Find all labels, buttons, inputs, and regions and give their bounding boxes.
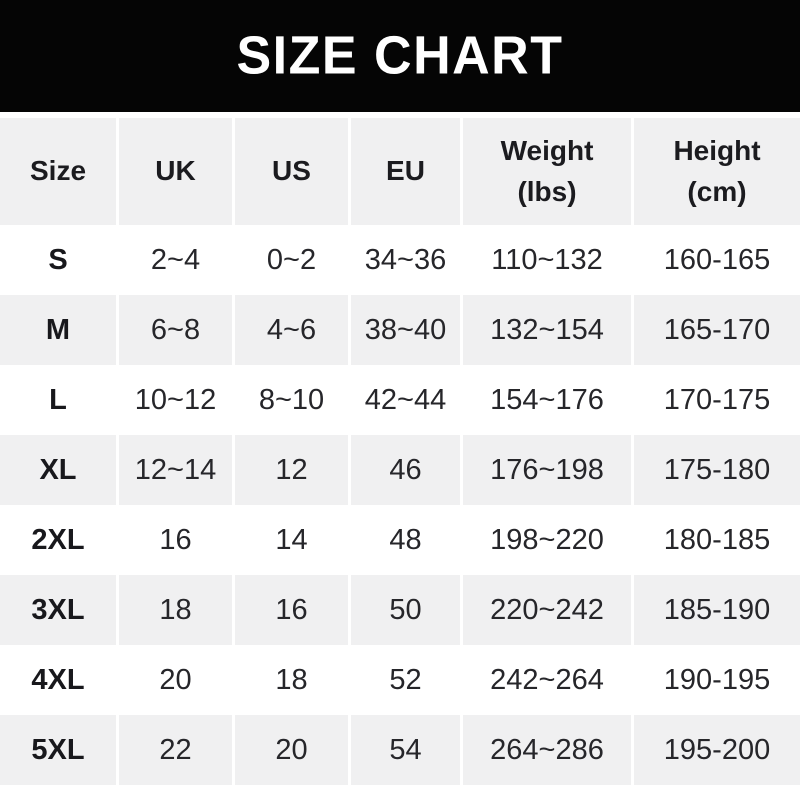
header-eu: EU <box>351 118 460 225</box>
table-row-4xl: 4XL 20 18 52 242~264 190-195 <box>0 645 800 715</box>
us-cell: 20 <box>235 715 348 785</box>
us-cell: 8~10 <box>235 365 348 435</box>
size-cell: 2XL <box>0 505 116 575</box>
table-header-row: Size UK US EU Weight (lbs) Height (cm) <box>0 118 800 225</box>
weight-cell: 264~286 <box>463 715 631 785</box>
uk-cell: 20 <box>119 645 232 715</box>
weight-cell: 110~132 <box>463 225 631 295</box>
eu-cell: 48 <box>351 505 460 575</box>
table-row-2xl: 2XL 16 14 48 198~220 180-185 <box>0 505 800 575</box>
height-cell: 175-180 <box>634 435 800 505</box>
height-cell: 190-195 <box>634 645 800 715</box>
size-cell: XL <box>0 435 116 505</box>
height-cell: 180-185 <box>634 505 800 575</box>
height-cell: 160-165 <box>634 225 800 295</box>
height-cell: 185-190 <box>634 575 800 645</box>
us-cell: 0~2 <box>235 225 348 295</box>
table-row-3xl: 3XL 18 16 50 220~242 185-190 <box>0 575 800 645</box>
uk-cell: 6~8 <box>119 295 232 365</box>
height-cell: 195-200 <box>634 715 800 785</box>
title-banner: SIZE CHART <box>0 0 800 112</box>
header-weight: Weight (lbs) <box>463 118 631 225</box>
us-cell: 4~6 <box>235 295 348 365</box>
table-row-xl: XL 12~14 12 46 176~198 175-180 <box>0 435 800 505</box>
eu-cell: 46 <box>351 435 460 505</box>
weight-cell: 220~242 <box>463 575 631 645</box>
size-cell: S <box>0 225 116 295</box>
size-chart-table: Size UK US EU Weight (lbs) Height (cm) S… <box>0 118 800 785</box>
eu-cell: 34~36 <box>351 225 460 295</box>
table-row-l: L 10~12 8~10 42~44 154~176 170-175 <box>0 365 800 435</box>
size-cell: M <box>0 295 116 365</box>
weight-cell: 132~154 <box>463 295 631 365</box>
height-cell: 170-175 <box>634 365 800 435</box>
eu-cell: 42~44 <box>351 365 460 435</box>
size-cell: 4XL <box>0 645 116 715</box>
us-cell: 18 <box>235 645 348 715</box>
us-cell: 12 <box>235 435 348 505</box>
eu-cell: 38~40 <box>351 295 460 365</box>
weight-cell: 154~176 <box>463 365 631 435</box>
table-row-s: S 2~4 0~2 34~36 110~132 160-165 <box>0 225 800 295</box>
us-cell: 14 <box>235 505 348 575</box>
header-uk: UK <box>119 118 232 225</box>
size-cell: L <box>0 365 116 435</box>
eu-cell: 52 <box>351 645 460 715</box>
size-cell: 3XL <box>0 575 116 645</box>
header-height: Height (cm) <box>634 118 800 225</box>
uk-cell: 22 <box>119 715 232 785</box>
uk-cell: 18 <box>119 575 232 645</box>
height-cell: 165-170 <box>634 295 800 365</box>
us-cell: 16 <box>235 575 348 645</box>
weight-cell: 242~264 <box>463 645 631 715</box>
weight-cell: 176~198 <box>463 435 631 505</box>
eu-cell: 50 <box>351 575 460 645</box>
uk-cell: 16 <box>119 505 232 575</box>
page-title: SIZE CHART <box>236 25 564 87</box>
size-cell: 5XL <box>0 715 116 785</box>
header-us: US <box>235 118 348 225</box>
uk-cell: 10~12 <box>119 365 232 435</box>
eu-cell: 54 <box>351 715 460 785</box>
uk-cell: 2~4 <box>119 225 232 295</box>
header-size: Size <box>0 118 116 225</box>
weight-cell: 198~220 <box>463 505 631 575</box>
uk-cell: 12~14 <box>119 435 232 505</box>
table-row-m: M 6~8 4~6 38~40 132~154 165-170 <box>0 295 800 365</box>
table-row-5xl: 5XL 22 20 54 264~286 195-200 <box>0 715 800 785</box>
